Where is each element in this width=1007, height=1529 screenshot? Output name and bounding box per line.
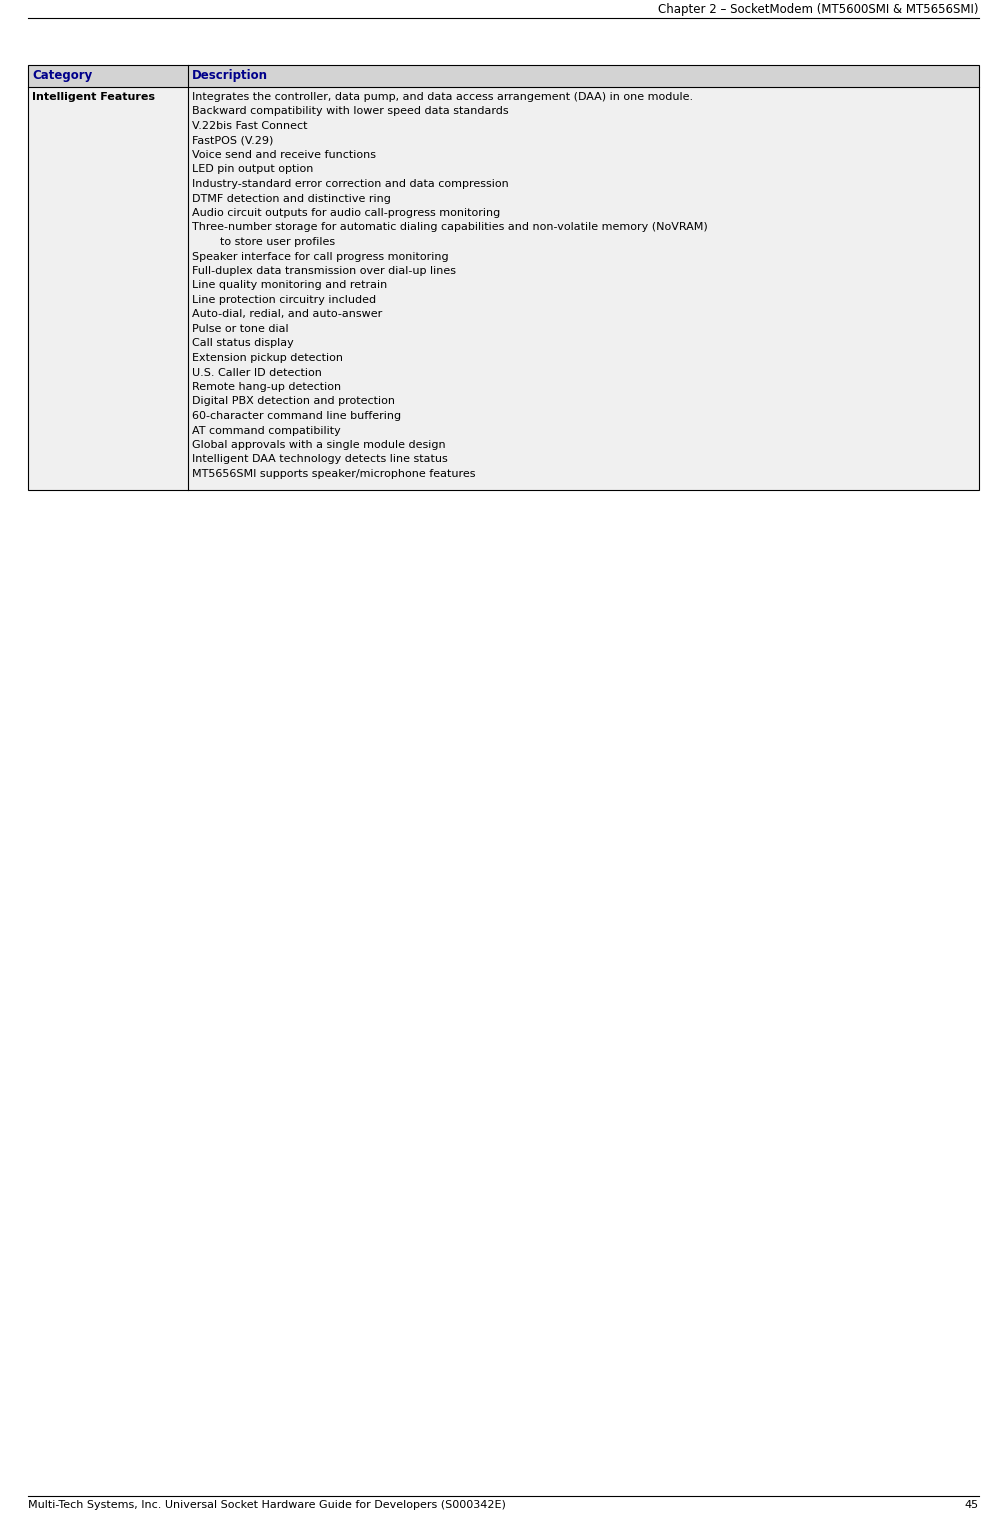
Text: Industry-standard error correction and data compression: Industry-standard error correction and d…: [191, 179, 509, 190]
Text: Speaker interface for call progress monitoring: Speaker interface for call progress moni…: [191, 251, 448, 261]
Text: DTMF detection and distinctive ring: DTMF detection and distinctive ring: [191, 194, 391, 203]
Text: Full-duplex data transmission over dial-up lines: Full-duplex data transmission over dial-…: [191, 266, 456, 277]
Text: Voice send and receive functions: Voice send and receive functions: [191, 150, 376, 161]
Text: V.22bis Fast Connect: V.22bis Fast Connect: [191, 121, 307, 131]
Text: Intelligent DAA technology detects line status: Intelligent DAA technology detects line …: [191, 454, 447, 465]
Text: AT command compatibility: AT command compatibility: [191, 425, 340, 436]
Text: 60-character command line buffering: 60-character command line buffering: [191, 411, 401, 420]
Text: Multi-Tech Systems, Inc. Universal Socket Hardware Guide for Developers (S000342: Multi-Tech Systems, Inc. Universal Socke…: [28, 1500, 506, 1511]
Text: MT5656SMI supports speaker/microphone features: MT5656SMI supports speaker/microphone fe…: [191, 469, 475, 479]
Text: LED pin output option: LED pin output option: [191, 165, 313, 174]
Text: Intelligent Features: Intelligent Features: [32, 92, 155, 102]
Text: Three-number storage for automatic dialing capabilities and non-volatile memory : Three-number storage for automatic diali…: [191, 223, 708, 232]
Text: Description: Description: [191, 69, 268, 83]
Text: Audio circuit outputs for audio call-progress monitoring: Audio circuit outputs for audio call-pro…: [191, 208, 500, 219]
Text: Digital PBX detection and protection: Digital PBX detection and protection: [191, 396, 395, 407]
Text: Integrates the controller, data pump, and data access arrangement (DAA) in one m: Integrates the controller, data pump, an…: [191, 92, 693, 102]
Text: Line protection circuitry included: Line protection circuitry included: [191, 295, 376, 304]
Text: FastPOS (V.29): FastPOS (V.29): [191, 136, 273, 145]
Text: Call status display: Call status display: [191, 338, 293, 349]
Text: Auto-dial, redial, and auto-answer: Auto-dial, redial, and auto-answer: [191, 309, 382, 320]
Text: Extension pickup detection: Extension pickup detection: [191, 353, 342, 362]
Bar: [28, 66, 979, 87]
Text: Line quality monitoring and retrain: Line quality monitoring and retrain: [191, 280, 387, 291]
Text: U.S. Caller ID detection: U.S. Caller ID detection: [191, 367, 321, 378]
Text: 45: 45: [965, 1500, 979, 1511]
Bar: [28, 66, 979, 489]
Text: Chapter 2 – SocketModem (MT5600SMI & MT5656SMI): Chapter 2 – SocketModem (MT5600SMI & MT5…: [659, 3, 979, 15]
Bar: [28, 87, 979, 489]
Text: Category: Category: [32, 69, 93, 83]
Text: Pulse or tone dial: Pulse or tone dial: [191, 324, 288, 333]
Text: Remote hang-up detection: Remote hang-up detection: [191, 382, 341, 391]
Text: to store user profiles: to store user profiles: [191, 237, 335, 248]
Text: Global approvals with a single module design: Global approvals with a single module de…: [191, 440, 445, 450]
Text: Backward compatibility with lower speed data standards: Backward compatibility with lower speed …: [191, 107, 509, 116]
